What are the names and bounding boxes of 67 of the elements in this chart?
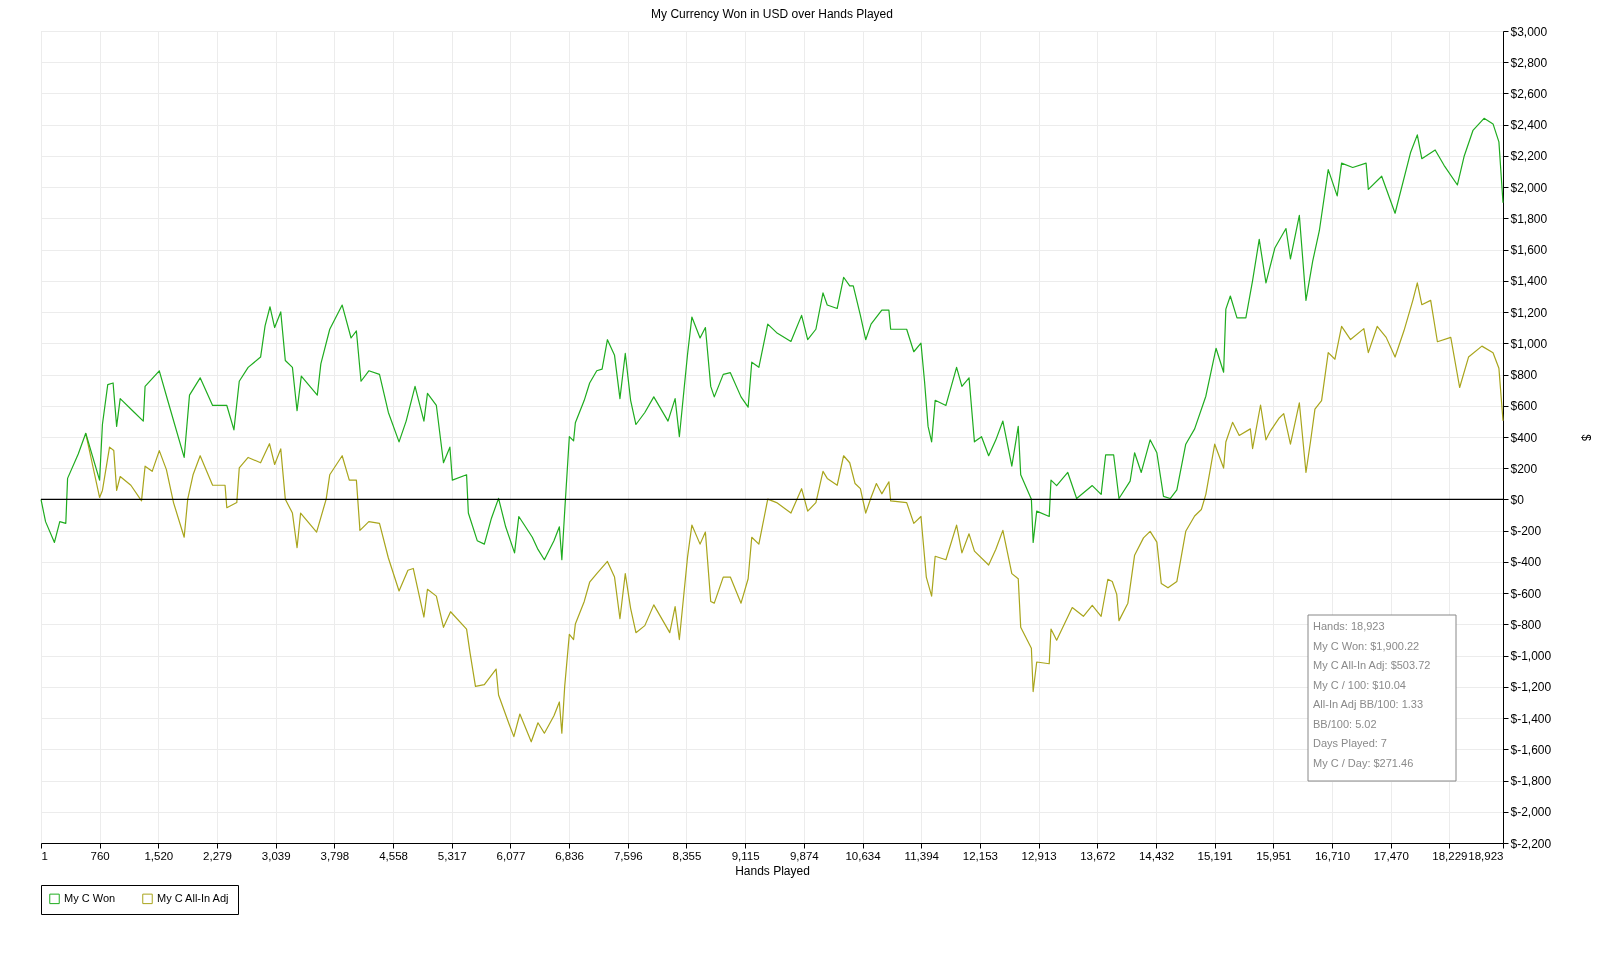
- y-tick-label: $-1,600: [1510, 742, 1552, 757]
- x-axis-title: Hands Played: [735, 864, 810, 878]
- x-tick-label: 10,634: [845, 849, 882, 862]
- y-tick-label: $3,000: [1510, 24, 1548, 39]
- y-tick-label: $1,800: [1510, 211, 1548, 226]
- y-tick-label: $2,200: [1510, 149, 1548, 164]
- y-tick-label: $-800: [1510, 617, 1542, 632]
- x-tick-label: 15,951: [1256, 849, 1292, 862]
- annotation: My C All-In Adj: $503.72: [1313, 659, 1431, 671]
- x-tick-label: 18,923: [1468, 849, 1504, 862]
- y-tick-label: $1,000: [1510, 336, 1548, 351]
- x-tick-label: 1: [41, 849, 48, 862]
- y-tick-label: $2,000: [1510, 180, 1548, 195]
- y-tick-label: $800: [1510, 368, 1538, 383]
- y-tick-label: $-1,400: [1510, 711, 1552, 726]
- x-tick-label: 3,798: [320, 849, 350, 862]
- annotation: My C / Day: $271.46: [1313, 756, 1414, 769]
- y-tick-label: $0: [1510, 492, 1525, 507]
- x-tick-label: 3,039: [261, 849, 291, 862]
- x-tick-label: 6,077: [496, 849, 526, 862]
- y-tick-label: $-1,800: [1510, 774, 1552, 789]
- annotation: My C Won: $1,900.22: [1313, 639, 1420, 652]
- x-tick-label: 1,520: [144, 849, 174, 862]
- x-tick-label: 17,470: [1373, 849, 1409, 862]
- y-tick-label: $600: [1510, 399, 1538, 414]
- x-tick-label: 5,317: [437, 849, 467, 862]
- chart-title: My Currency Won in USD over Hands Played: [651, 7, 893, 21]
- x-tick-label: 13,672: [1080, 849, 1116, 862]
- annotation: Hands: 18,923: [1313, 620, 1385, 632]
- y-tick-label: $2,400: [1510, 118, 1548, 133]
- x-tick-label: 9,115: [731, 849, 760, 862]
- x-tick-label: 18,229: [1432, 849, 1468, 862]
- y-tick-label: $1,600: [1510, 243, 1548, 258]
- y-tick-label: $-2,200: [1510, 836, 1552, 851]
- annotation: BB/100: 5.02: [1313, 717, 1377, 730]
- x-tick-label: 6,836: [555, 849, 584, 862]
- y-tick-label: $1,200: [1510, 305, 1548, 320]
- annotation: Days Played: 7: [1313, 737, 1387, 749]
- x-tick-label: 11,394: [904, 849, 940, 862]
- legend-label: My C Won: [64, 891, 116, 904]
- x-tick-label: 16,710: [1314, 849, 1351, 862]
- x-tick-label: 8,355: [672, 849, 702, 862]
- y-tick-label: $-600: [1510, 586, 1542, 601]
- x-tick-label: 14,432: [1138, 849, 1175, 862]
- x-tick-label: 7,596: [613, 849, 643, 862]
- x-tick-label: 4,558: [379, 849, 408, 862]
- x-tick-label: 15,191: [1197, 849, 1233, 862]
- y-tick-label: $-1,000: [1510, 649, 1552, 664]
- x-tick-label: 12,153: [962, 849, 999, 862]
- y-tick-label: $1,400: [1510, 274, 1548, 289]
- annotation: My C / 100: $10.04: [1313, 678, 1406, 691]
- x-tick-label: 760: [90, 849, 110, 862]
- annotation: All-In Adj BB/100: 1.33: [1313, 698, 1424, 710]
- y-tick-label: $-200: [1510, 524, 1542, 539]
- x-tick-label: 9,874: [789, 849, 820, 862]
- y-tick-label: $2,600: [1510, 86, 1548, 101]
- x-tick-label: 2,279: [203, 849, 232, 862]
- y-tick-label: $200: [1510, 461, 1538, 476]
- legend-label: My C All-In Adj: [157, 891, 229, 904]
- line-series: [40, 117, 1504, 561]
- y-tick-label: $-1,200: [1510, 680, 1552, 695]
- y-tick-label: $-400: [1510, 555, 1542, 570]
- y-tick-label: $-2,000: [1510, 805, 1552, 820]
- y-tick-label: $400: [1510, 430, 1538, 445]
- y-axis-title: $: [1579, 434, 1594, 442]
- y-tick-label: $2,800: [1510, 55, 1548, 70]
- x-tick-label: 12,913: [1021, 849, 1057, 862]
